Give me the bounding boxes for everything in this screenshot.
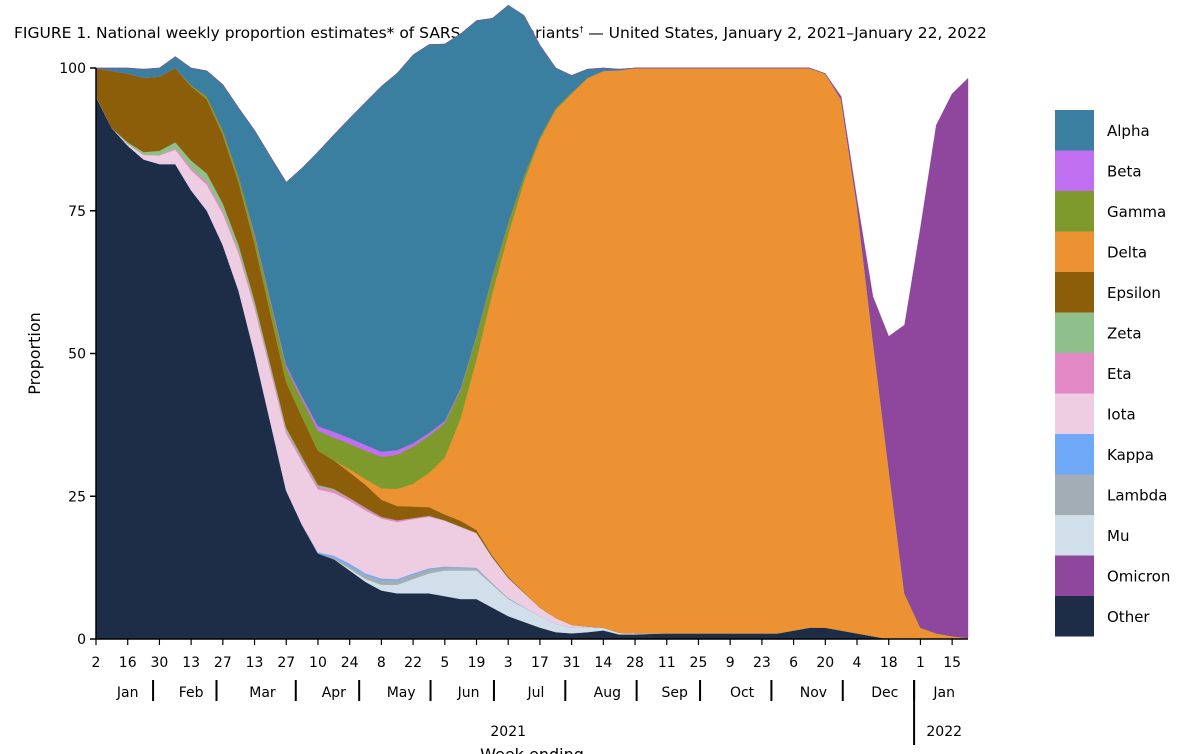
x-tick-label: 27 xyxy=(214,655,232,671)
year-label: 2021 xyxy=(490,724,526,740)
month-label: Dec xyxy=(871,685,898,701)
legend-label-delta: Delta xyxy=(1107,244,1147,262)
legend-swatch-kappa xyxy=(1055,434,1094,475)
x-tick-label: 25 xyxy=(690,655,708,671)
legend-label-other: Other xyxy=(1107,608,1150,626)
x-tick-label: 17 xyxy=(531,655,549,671)
legend-swatch-mu xyxy=(1055,515,1094,556)
legend-swatch-eta xyxy=(1055,353,1094,394)
month-label: Aug xyxy=(594,685,621,701)
legend-label-gamma: Gamma xyxy=(1107,203,1166,221)
legend-swatch-iota xyxy=(1055,393,1094,434)
x-tick-label: 15 xyxy=(943,655,961,671)
y-tick-label: 75 xyxy=(68,204,86,220)
x-tick-label: 22 xyxy=(404,655,422,671)
month-label: Sep xyxy=(661,685,688,701)
legend-swatch-zeta xyxy=(1055,312,1094,353)
legend-label-kappa: Kappa xyxy=(1107,446,1154,464)
legend-swatch-lambda xyxy=(1055,474,1094,515)
month-label: Nov xyxy=(800,685,827,701)
legend-label-iota: Iota xyxy=(1107,406,1136,424)
x-tick-label: 27 xyxy=(277,655,295,671)
x-tick-label: 19 xyxy=(468,655,486,671)
legend-swatch-alpha xyxy=(1055,110,1094,151)
x-tick-label: 20 xyxy=(816,655,834,671)
legend-label-omicron: Omicron xyxy=(1107,568,1170,586)
x-tick-label: 13 xyxy=(246,655,264,671)
x-tick-label: 10 xyxy=(309,655,327,671)
y-tick-label: 100 xyxy=(59,61,86,77)
figure-title: FIGURE 1. National weekly proportion est… xyxy=(14,24,987,42)
area-omicron xyxy=(96,4,969,639)
x-tick-label: 13 xyxy=(182,655,200,671)
x-tick-label: 18 xyxy=(880,655,898,671)
month-label: May xyxy=(387,685,416,701)
x-tick-label: 3 xyxy=(504,655,513,671)
y-tick-label: 0 xyxy=(77,632,86,648)
x-tick-label: 5 xyxy=(440,655,449,671)
legend-swatch-beta xyxy=(1055,150,1094,191)
y-axis-label: Proportion xyxy=(25,312,44,395)
year-label: 2022 xyxy=(926,724,962,740)
legend-swatch-other xyxy=(1055,596,1094,637)
x-tick-label: 1 xyxy=(916,655,925,671)
month-label: Jan xyxy=(116,685,139,701)
legend-label-eta: Eta xyxy=(1107,365,1132,383)
x-tick-label: 8 xyxy=(377,655,386,671)
legend-swatch-delta xyxy=(1055,231,1094,272)
legend-swatch-epsilon xyxy=(1055,272,1094,313)
x-tick-label: 16 xyxy=(119,655,137,671)
legend-label-zeta: Zeta xyxy=(1107,325,1142,343)
figure-title-main: FIGURE 1. National weekly proportion est… xyxy=(14,24,580,42)
stacked-areas xyxy=(95,4,969,640)
month-label: Apr xyxy=(322,685,346,701)
x-tick-label: 11 xyxy=(658,655,676,671)
y-tick-label: 25 xyxy=(68,489,86,505)
month-label: Jun xyxy=(457,685,480,701)
legend-label-alpha: Alpha xyxy=(1107,122,1150,140)
legend-label-lambda: Lambda xyxy=(1107,487,1167,505)
x-axis-label: Week ending xyxy=(480,745,584,754)
x-tick-label: 31 xyxy=(563,655,581,671)
figure-title-mark: † xyxy=(579,24,584,34)
legend-swatch-omicron xyxy=(1055,555,1094,596)
month-label: Mar xyxy=(249,685,276,701)
legend-label-beta: Beta xyxy=(1107,163,1142,181)
figure-title-tail: — United States, January 2, 2021–January… xyxy=(583,24,987,42)
legend-label-mu: Mu xyxy=(1107,527,1129,545)
legend-swatch-gamma xyxy=(1055,191,1094,232)
month-label: Oct xyxy=(730,685,755,701)
x-tick-label: 4 xyxy=(853,655,862,671)
x-tick-label: 9 xyxy=(726,655,735,671)
x-tick-label: 14 xyxy=(594,655,612,671)
y-tick-label: 50 xyxy=(68,347,86,363)
x-tick-label: 30 xyxy=(151,655,169,671)
legend: Alpha Beta Gamma Delta Epsilon Zeta Eta Iota Kap… xyxy=(1055,110,1170,637)
month-label: Jul xyxy=(527,685,545,701)
month-label: Feb xyxy=(179,685,204,701)
x-tick-label: 28 xyxy=(626,655,644,671)
legend-label-epsilon: Epsilon xyxy=(1107,284,1161,302)
x-tick-label: 23 xyxy=(753,655,771,671)
x-tick-label: 24 xyxy=(341,655,359,671)
x-tick-label: 6 xyxy=(789,655,798,671)
x-tick-label: 2 xyxy=(92,655,101,671)
month-label: Jan xyxy=(932,685,955,701)
